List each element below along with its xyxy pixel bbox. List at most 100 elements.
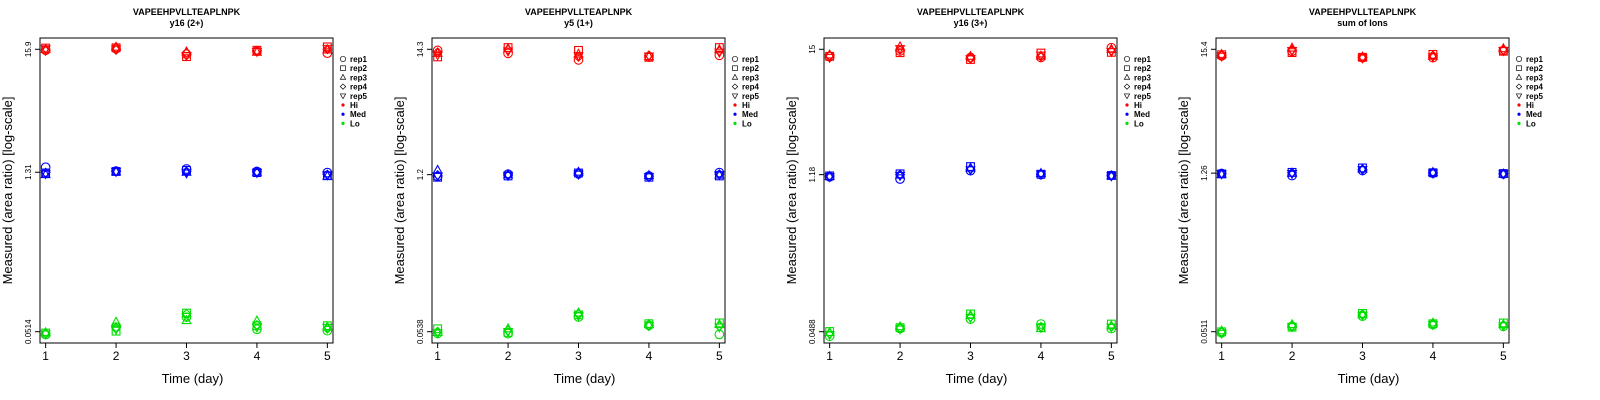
data-point-hi-rep5 [40,45,51,55]
data-point-hi-rep2 [714,43,724,52]
legend-marker-rep1 [1123,55,1131,63]
legend-dot-lo [1125,121,1129,125]
legend-marker-rep2 [732,65,738,71]
legend-label: rep2 [1134,64,1151,73]
data-point-med-rep4 [432,169,443,181]
legend-dot-lo [1517,121,1521,125]
data-points [1216,42,1509,340]
data-point-med-rep5 [643,173,655,183]
x-tick-label: 5 [716,349,723,363]
data-point-hi-rep5 [1035,51,1047,62]
y-tick-label: 1.31 [24,164,33,180]
data-point-med-rep5 [251,169,263,179]
data-point-lo-rep5 [110,325,122,336]
data-point-hi-rep4 [1216,50,1227,61]
data-point-hi-rep4 [432,47,443,58]
legend-label: Med [742,110,758,119]
data-point-med-rep5 [181,169,192,179]
data-point-hi-rep5 [714,48,725,59]
legend-marker [1123,73,1131,80]
x-tick-label: 2 [897,349,904,363]
x-axis-label: Time (day) [554,371,616,386]
legend-marker [732,65,738,71]
x-tick-label: 4 [646,349,653,363]
data-point-lo-rep4 [1216,327,1227,338]
y-tick-label: 15.9 [24,41,33,57]
data-point-med-rep5 [965,166,976,176]
x-tick-label: 4 [1430,349,1437,363]
data-point-hi-rep4 [251,45,263,56]
legend-dot-med [1517,112,1521,116]
legend-marker-rep3 [1123,73,1131,80]
y-tick-label: 0.0488 [808,319,817,344]
data-point-hi-rep2 [574,45,583,55]
data-point-lo-rep5 [251,323,263,333]
x-tick-label: 3 [967,349,974,363]
legend-marker-rep2 [340,65,346,71]
x-tick-label: 2 [1289,349,1296,363]
x-tick-label: 5 [1500,349,1507,363]
legend-marker [339,55,347,63]
data-point-med-rep5 [1035,170,1047,181]
legend-dot-lo [341,121,345,125]
data-point-lo-rep5 [714,323,725,333]
data-point-lo-rep5 [1035,324,1047,334]
legend-label: rep5 [1134,92,1151,101]
data-point-lo-rep5 [1216,329,1227,340]
data-point-hi-rep5 [110,45,122,55]
chart-title: VAPEEHPVLLTEAPLNPK [1309,7,1417,17]
data-point-med-rep3 [894,169,906,179]
data-point-hi-rep2 [1287,48,1297,58]
legend-marker [1124,65,1130,71]
data-point-med-rep3 [1286,167,1298,177]
legend-dot-hi [733,103,737,107]
legend-marker [1515,93,1523,100]
data-point-med-rep3 [1106,170,1117,180]
legend-label: Hi [350,101,358,110]
legend-marker-rep3 [731,73,739,80]
legend-label: rep2 [1526,64,1543,73]
legend-marker [340,65,346,71]
legend-label: rep1 [350,55,367,64]
data-point-med-rep3 [1498,168,1509,178]
legend-marker [1515,55,1523,63]
data-point-med-rep5 [322,171,333,181]
data-point-hi-rep4 [643,50,655,61]
data-point-lo-rep5 [1427,321,1439,331]
legend-label: rep4 [350,83,367,92]
data-point-med-rep5 [110,167,122,178]
legend-marker [339,83,347,90]
data-point-lo-rep4 [181,308,192,319]
data-point-lo-rep5 [502,327,514,338]
legend-marker [731,93,739,100]
data-point-lo-rep3 [110,316,122,326]
legend-dot-hi [1125,103,1129,107]
x-tick-label: 1 [42,349,49,363]
chart-subtitle: y16 (3+) [954,18,988,28]
data-point-med-rep5 [573,170,584,181]
legend-marker-rep5 [1123,93,1131,100]
legend-label: rep1 [742,55,759,64]
y-axis-label: Measured (area ratio) [log-scale] [0,97,15,285]
data-point-med-rep3 [1035,167,1047,177]
data-point-lo-rep5 [1106,323,1117,334]
data-point-hi-rep5 [824,53,835,64]
data-point-hi-rep5 [1286,47,1298,57]
data-point-hi-rep5 [573,52,584,62]
legend-marker [1123,83,1131,90]
data-point-lo-rep5 [965,314,976,324]
data-point-lo-rep3 [181,314,192,325]
y-tick-label: 15 [808,44,817,53]
data-point-med-rep4 [824,170,835,181]
legend-marker [1515,73,1523,80]
legend-marker-rep2 [1516,65,1522,71]
data-point-lo-rep5 [894,325,906,335]
data-point-med-rep5 [824,173,835,183]
data-point-lo-rep5 [40,330,51,340]
x-axis-label: Time (day) [946,371,1008,386]
chart-subtitle: sum of Ions [1337,18,1388,28]
data-point-hi-rep5 [1216,52,1227,63]
